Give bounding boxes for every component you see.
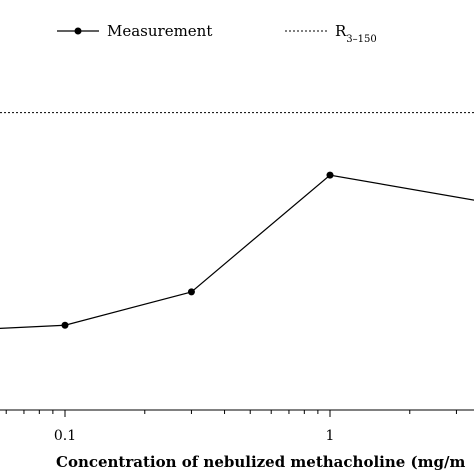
x-tick-label: 1 [326, 428, 335, 444]
series-measurement-point [187, 288, 195, 296]
series-measurement-line [0, 174, 474, 329]
x-axis: 0.1 1 [0, 409, 474, 444]
series-measurement-point [61, 321, 69, 329]
legend-reference-label-main: R [335, 22, 347, 40]
legend-measurement-label: Measurement [107, 22, 212, 40]
legend: Measurement R3–150 [57, 22, 377, 45]
series-measurement-markers [61, 171, 334, 329]
x-tick-label: 0.1 [54, 428, 76, 444]
legend-reference-label-sub: 3–150 [346, 34, 376, 45]
series-measurement-point [326, 171, 334, 179]
legend-reference-label: R3–150 [335, 22, 377, 45]
x-axis-title: Concentration of nebulized methacholine … [56, 453, 465, 471]
legend-measurement-marker [74, 27, 82, 35]
